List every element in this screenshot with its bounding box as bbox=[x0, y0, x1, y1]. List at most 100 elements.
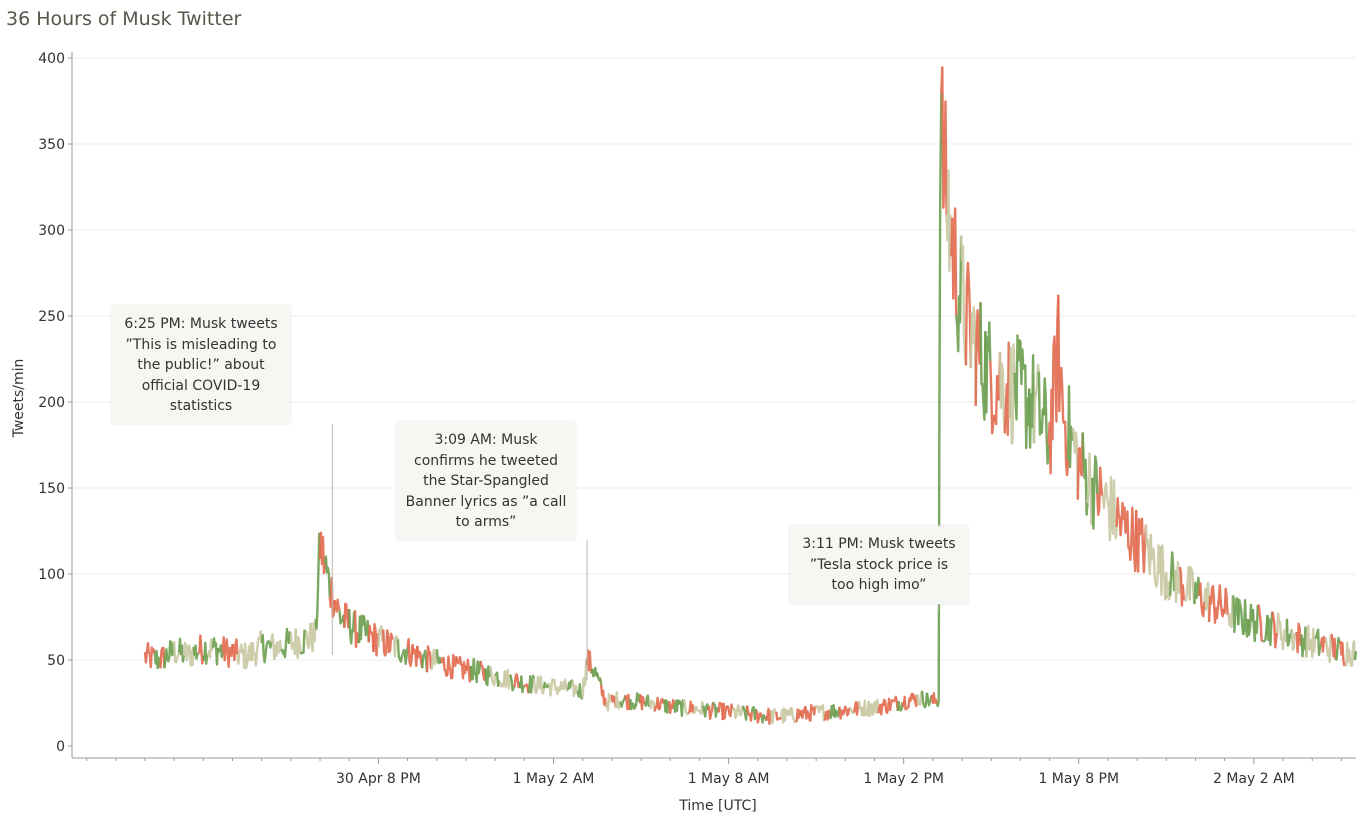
series-line-segment bbox=[1212, 598, 1220, 624]
series-line-segment bbox=[849, 706, 855, 715]
annotation-text: the Star-Spangled bbox=[423, 473, 549, 489]
series-line-segment bbox=[343, 602, 351, 629]
series-line-segment bbox=[168, 640, 176, 659]
series-line-segment bbox=[270, 633, 278, 661]
series-line-segment bbox=[809, 703, 817, 722]
series-line-segment bbox=[852, 700, 861, 716]
series-line-segment bbox=[882, 698, 890, 715]
series-line-segment bbox=[245, 642, 254, 665]
annotation-text: ”Tesla stock price is bbox=[809, 556, 949, 573]
series-line-segment bbox=[382, 629, 390, 657]
series-line-segment bbox=[1042, 377, 1050, 465]
series-line-segment bbox=[406, 637, 414, 668]
series-line-segment bbox=[814, 704, 822, 714]
series-line-segment bbox=[823, 709, 831, 721]
series-line-segment bbox=[537, 675, 545, 695]
series-line-segment bbox=[930, 692, 938, 705]
series-line-segment bbox=[1139, 517, 1148, 574]
series-line-segment bbox=[750, 706, 758, 721]
series-line-segment bbox=[250, 642, 258, 667]
series-line-segment bbox=[386, 632, 395, 654]
series-line-segment bbox=[1057, 294, 1065, 422]
series-line-segment bbox=[333, 598, 341, 613]
series-line-segment bbox=[226, 643, 234, 668]
series-line-segment bbox=[1003, 341, 1011, 436]
series-layer bbox=[143, 66, 1358, 725]
series-line-segment bbox=[1349, 640, 1357, 667]
series-line-segment bbox=[629, 698, 637, 711]
series-line-segment bbox=[445, 655, 453, 680]
series-line-segment bbox=[794, 708, 802, 723]
series-line-segment bbox=[562, 678, 569, 692]
series-line-segment bbox=[643, 694, 651, 707]
series-line-segment bbox=[1232, 595, 1240, 634]
series-line-segment bbox=[1339, 640, 1346, 667]
series-line-segment bbox=[323, 555, 331, 598]
series-line-segment bbox=[1173, 560, 1182, 604]
series-line-segment bbox=[702, 703, 710, 718]
y-tick-label: 150 bbox=[38, 481, 65, 497]
grid-lines bbox=[72, 57, 1356, 661]
series-line-segment bbox=[886, 697, 894, 712]
series-line-segment bbox=[993, 352, 1002, 426]
series-line-segment bbox=[1314, 628, 1323, 656]
series-line-segment bbox=[726, 703, 734, 718]
series-line-segment bbox=[255, 630, 263, 656]
series-line-segment bbox=[668, 698, 676, 714]
series-line-segment bbox=[284, 627, 292, 645]
series-line-segment bbox=[479, 660, 487, 681]
series-line-segment bbox=[867, 701, 875, 718]
series-line-segment bbox=[1159, 544, 1167, 601]
series-line-segment bbox=[1130, 506, 1138, 573]
annotation-text: 3:11 PM: Musk tweets bbox=[802, 536, 956, 552]
series-line-segment bbox=[682, 698, 690, 716]
series-line-segment bbox=[901, 695, 909, 711]
annotation-text: to arms” bbox=[455, 514, 517, 530]
series-line-segment bbox=[1246, 603, 1255, 636]
series-line-segment bbox=[1344, 641, 1352, 667]
series-line-segment bbox=[1207, 584, 1216, 622]
series-line-segment bbox=[236, 643, 244, 665]
series-line-segment bbox=[638, 694, 646, 711]
series-line-segment bbox=[518, 675, 525, 694]
series-line-segment bbox=[921, 690, 929, 709]
series-line-segment bbox=[192, 644, 200, 660]
x-tick-labels: 30 Apr 8 PM 1 May 2 AM 1 May 8 AM 1 May 2 P… bbox=[336, 771, 1295, 787]
series-line-segment bbox=[619, 694, 627, 708]
series-line-segment bbox=[789, 706, 796, 724]
series-line-segment bbox=[1076, 432, 1084, 500]
series-line-segment bbox=[338, 610, 346, 628]
series-line-segment bbox=[280, 643, 288, 659]
series-line-segment bbox=[494, 671, 501, 688]
series-line-segment bbox=[187, 644, 195, 667]
series-line-segment bbox=[1120, 501, 1128, 534]
chart-title: 36 Hours of Musk Twitter bbox=[6, 8, 242, 30]
series-line-segment bbox=[1096, 466, 1104, 516]
series-line-segment bbox=[231, 638, 239, 662]
series-line-segment bbox=[950, 207, 958, 316]
x-axis-label: Time [UTC] bbox=[678, 798, 756, 814]
x-tick-label: 1 May 2 AM bbox=[513, 771, 595, 787]
series-line-segment bbox=[1266, 611, 1274, 646]
y-tick-label: 400 bbox=[38, 51, 65, 67]
y-tick-label: 350 bbox=[38, 137, 65, 153]
series-line-segment bbox=[265, 640, 273, 649]
series-line-segment bbox=[998, 352, 1006, 434]
series-line-segment bbox=[745, 705, 754, 722]
series-line-segment bbox=[1008, 343, 1016, 445]
series-line-segment bbox=[1032, 363, 1041, 444]
series-line-segment bbox=[1237, 598, 1245, 635]
annotation-text: confirms he tweeted bbox=[414, 452, 558, 469]
series-line-segment bbox=[984, 321, 992, 414]
series-line-segment bbox=[1198, 582, 1206, 618]
series-line-segment bbox=[624, 693, 632, 711]
series-line-segment bbox=[1178, 566, 1186, 607]
series-line-segment bbox=[1086, 452, 1094, 526]
series-line-segment bbox=[1105, 476, 1113, 542]
series-line-segment bbox=[1324, 635, 1332, 664]
series-line-segment bbox=[697, 700, 705, 715]
series-line-segment bbox=[833, 706, 841, 718]
series-line-segment bbox=[182, 641, 190, 662]
series-line-segment bbox=[1242, 599, 1250, 638]
series-line-segment bbox=[508, 673, 516, 692]
